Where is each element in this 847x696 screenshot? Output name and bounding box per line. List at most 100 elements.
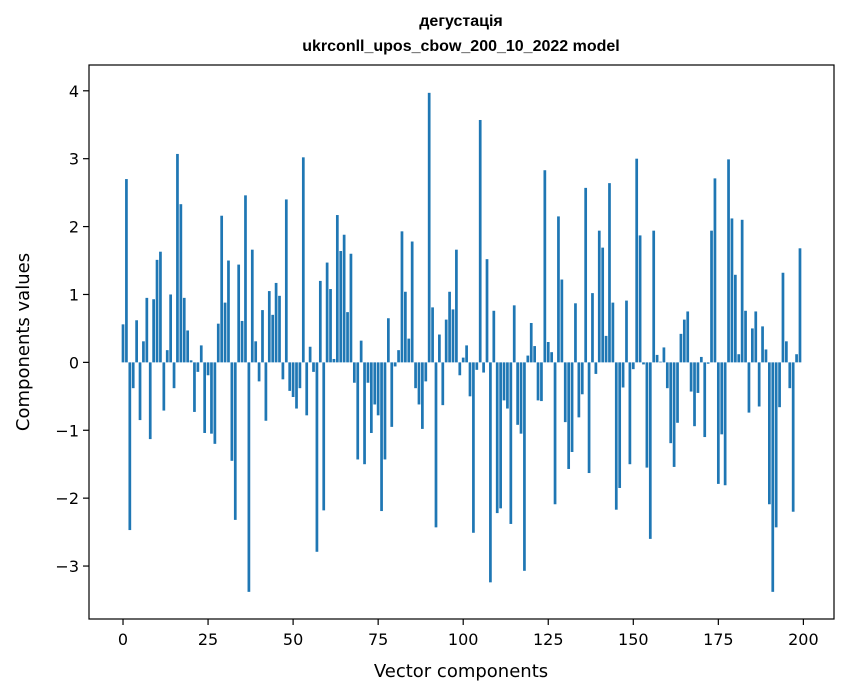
bar bbox=[485, 259, 489, 363]
bar bbox=[162, 362, 166, 411]
x-tick-label: 25 bbox=[198, 630, 218, 649]
y-tick-label: −2 bbox=[55, 489, 79, 508]
bar bbox=[441, 362, 445, 406]
bar bbox=[451, 309, 455, 363]
bar bbox=[203, 362, 207, 433]
bar bbox=[267, 291, 271, 363]
bar bbox=[601, 247, 605, 363]
bar bbox=[301, 157, 305, 363]
x-tick-label: 150 bbox=[618, 630, 649, 649]
bar bbox=[247, 362, 251, 592]
bar bbox=[278, 295, 281, 363]
bar bbox=[628, 362, 632, 465]
bar bbox=[744, 310, 747, 363]
bar bbox=[778, 362, 781, 408]
bar bbox=[720, 362, 724, 435]
x-tick-label: 100 bbox=[448, 630, 479, 649]
bar bbox=[791, 362, 795, 512]
bar bbox=[182, 297, 186, 363]
bar bbox=[210, 362, 213, 434]
bar bbox=[733, 274, 737, 363]
x-axis-ticks: 0 25 50 75 100 125 150 175 200 bbox=[118, 619, 819, 649]
bar bbox=[785, 341, 788, 363]
bar bbox=[179, 204, 183, 363]
bar bbox=[159, 251, 162, 363]
bar bbox=[298, 362, 302, 389]
bar bbox=[693, 362, 696, 427]
bar bbox=[482, 362, 485, 373]
bar bbox=[431, 307, 434, 363]
bar bbox=[455, 249, 458, 363]
bar bbox=[659, 361, 662, 363]
bar bbox=[427, 92, 431, 363]
bar bbox=[387, 318, 390, 363]
bar bbox=[512, 305, 516, 363]
bar bbox=[148, 362, 152, 440]
bar bbox=[788, 362, 792, 389]
bar bbox=[223, 302, 227, 363]
bar bbox=[740, 219, 744, 363]
bar bbox=[604, 335, 608, 363]
bar bbox=[516, 362, 519, 425]
bar bbox=[383, 362, 387, 460]
bar bbox=[781, 272, 785, 363]
chart-title: дегустація bbox=[419, 13, 502, 30]
bar bbox=[580, 362, 584, 395]
bar bbox=[625, 300, 628, 363]
bar bbox=[550, 352, 554, 363]
bar bbox=[761, 326, 764, 363]
y-tick-label: 0 bbox=[69, 353, 79, 372]
bar bbox=[621, 362, 625, 388]
x-tick-label: 75 bbox=[368, 630, 388, 649]
bar bbox=[264, 362, 268, 421]
x-tick-label: 50 bbox=[283, 630, 303, 649]
bar bbox=[434, 362, 438, 528]
bar bbox=[635, 158, 639, 363]
bar bbox=[220, 215, 224, 363]
bar bbox=[587, 362, 591, 474]
bar bbox=[397, 350, 400, 363]
bar bbox=[165, 350, 169, 363]
bar bbox=[393, 362, 397, 367]
bar bbox=[312, 362, 315, 372]
bar bbox=[196, 362, 200, 372]
bar bbox=[557, 216, 560, 363]
bar bbox=[322, 362, 326, 511]
bar bbox=[536, 362, 540, 401]
bar bbox=[771, 362, 775, 592]
bar bbox=[682, 319, 686, 363]
bar bbox=[186, 330, 190, 363]
bar bbox=[138, 362, 142, 421]
bar bbox=[155, 259, 159, 363]
bar bbox=[533, 346, 536, 363]
bar bbox=[577, 362, 581, 418]
bar bbox=[332, 358, 336, 363]
y-tick-label: 1 bbox=[69, 285, 79, 304]
bar bbox=[131, 362, 135, 389]
bar bbox=[519, 362, 523, 434]
bar bbox=[710, 230, 713, 363]
bar bbox=[356, 362, 360, 460]
bar bbox=[414, 362, 417, 389]
y-axis-ticks: −3 −2 −1 0 1 2 3 4 bbox=[55, 82, 89, 576]
bar bbox=[308, 346, 312, 363]
bar bbox=[369, 362, 373, 433]
bar bbox=[747, 362, 751, 413]
y-axis-label: Components values bbox=[13, 253, 34, 431]
bar bbox=[169, 294, 172, 363]
x-tick-label: 0 bbox=[118, 630, 128, 649]
bar bbox=[703, 362, 707, 438]
bar bbox=[645, 362, 649, 468]
bar bbox=[553, 362, 557, 505]
bar bbox=[642, 362, 645, 365]
bar bbox=[176, 153, 179, 363]
bar bbox=[638, 235, 642, 363]
bar bbox=[665, 362, 669, 389]
bar bbox=[754, 311, 758, 363]
chart-subtitle: ukrconll_upos_cbow_200_10_2022 model bbox=[302, 38, 619, 55]
bar bbox=[240, 320, 244, 363]
bar bbox=[390, 362, 394, 427]
bar bbox=[546, 342, 550, 363]
bar bbox=[288, 362, 292, 391]
x-tick-label: 175 bbox=[703, 630, 734, 649]
